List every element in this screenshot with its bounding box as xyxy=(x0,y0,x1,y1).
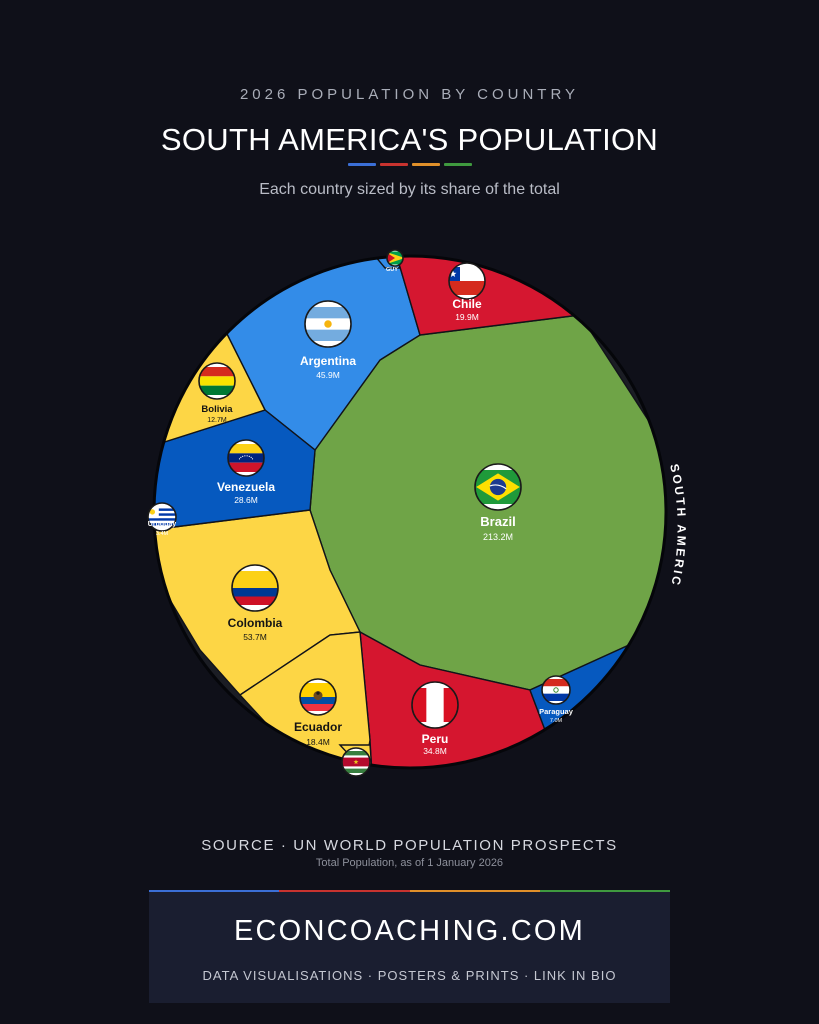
flags-group xyxy=(147,249,571,777)
label-paraguay: Paraguay xyxy=(539,707,574,716)
source-line: SOURCE · UN WORLD POPULATION PROSPECTS xyxy=(201,837,618,854)
ecuador-flag-icon xyxy=(299,678,337,716)
uruguay-flag-icon xyxy=(147,502,177,532)
value-brazil: 213.2M xyxy=(483,532,513,542)
brazil-flag-icon xyxy=(474,463,522,511)
value-peru: 34.8M xyxy=(423,746,447,756)
footer-accent-green xyxy=(539,890,670,892)
value-ecuador: 18.4M xyxy=(306,737,330,747)
label-guyana: GUY xyxy=(386,267,398,273)
colombia-flag-icon xyxy=(231,564,279,612)
value-paraguay: 7.0M xyxy=(550,718,563,724)
value-uruguay: 3.4M xyxy=(156,531,169,537)
accent-bar xyxy=(348,163,472,166)
footer-accent-blue xyxy=(149,890,280,892)
chart-subtitle: Each country sized by its share of the t… xyxy=(259,181,560,198)
cell-chile xyxy=(394,256,622,336)
value-chile: 19.9M xyxy=(455,312,479,322)
value-venezuela: 28.6M xyxy=(234,495,258,505)
label-ecuador: Ecuador xyxy=(294,720,342,734)
peru-flag-icon xyxy=(411,681,459,729)
accent-red xyxy=(380,163,408,166)
paraguay-flag-icon xyxy=(541,675,571,705)
label-bolivia: Bolivia xyxy=(201,404,233,415)
footer-accent-bar xyxy=(149,890,670,892)
footer-accent-orange xyxy=(409,890,540,892)
label-venezuela: Venezuela xyxy=(217,480,275,494)
venezuela-flag-icon xyxy=(227,439,265,477)
label-uruguay: Uruguay xyxy=(148,521,177,528)
chile-flag-icon xyxy=(448,262,486,300)
footer-tagline: DATA VISUALISATIONS · POSTERS & PRINTS ·… xyxy=(202,968,617,983)
label-peru: Peru xyxy=(422,732,449,746)
accent-orange xyxy=(412,163,440,166)
site-link[interactable]: ECONCOACHING.COM xyxy=(234,915,585,947)
argentina-flag-icon xyxy=(304,300,352,348)
guyana-flag-icon xyxy=(386,249,404,267)
bolivia-flag-icon xyxy=(198,362,236,400)
chart-title: SOUTH AMERICA'S POPULATION xyxy=(160,122,659,157)
label-colombia: Colombia xyxy=(228,616,283,630)
accent-blue xyxy=(348,163,376,166)
chart-kicker: 2026 POPULATION BY COUNTRY xyxy=(239,86,580,103)
footer-banner: ECONCOACHING.COM DATA VISUALISATIONS · P… xyxy=(149,890,670,1003)
accent-green xyxy=(444,163,472,166)
value-argentina: 45.9M xyxy=(316,370,340,380)
value-bolivia: 12.7M xyxy=(207,417,227,424)
label-chile: Chile xyxy=(452,297,482,311)
value-colombia: 53.7M xyxy=(243,632,267,642)
suriname-flag-icon xyxy=(341,747,371,777)
label-argentina: Argentina xyxy=(300,354,356,368)
label-brazil: Brazil xyxy=(480,514,515,529)
labels-group: Brazil 213.2M Colombia 53.7M Argentina 45.9M P… xyxy=(148,267,574,756)
footer-accent-red xyxy=(279,890,410,892)
source-note: Total Population, as of 1 January 2026 xyxy=(315,857,504,869)
